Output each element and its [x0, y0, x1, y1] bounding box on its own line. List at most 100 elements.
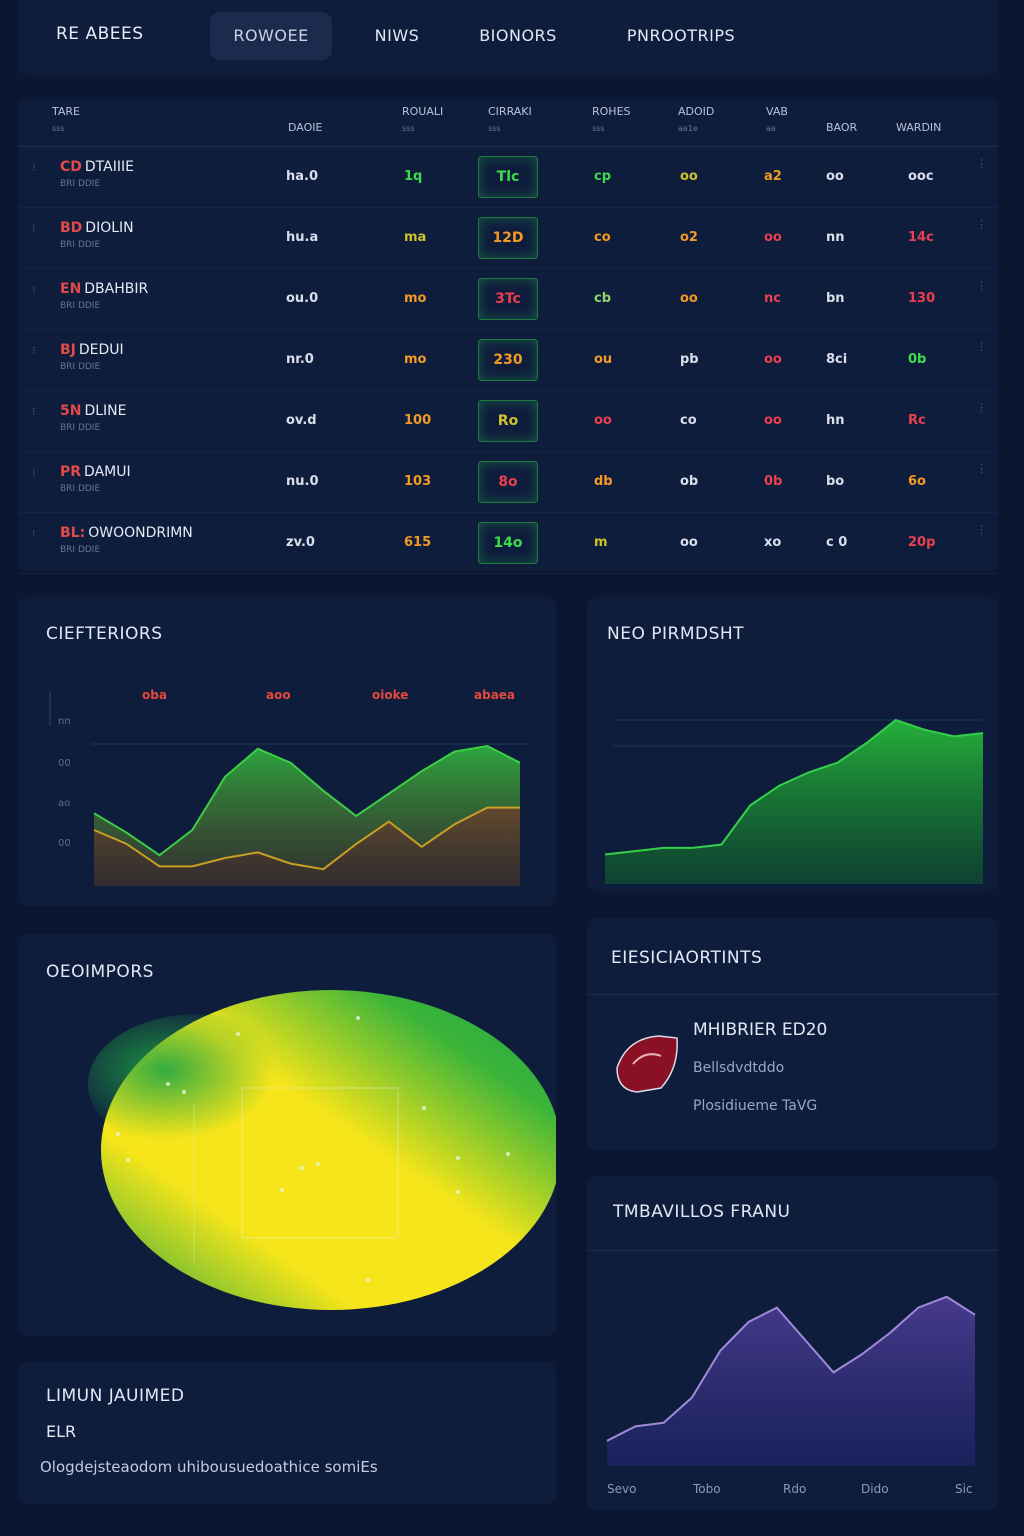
highlight-cell[interactable]: 8o — [478, 461, 538, 503]
cell-c6: nc — [764, 291, 781, 306]
device-detail: Plosidiueme TaVG — [693, 1098, 818, 1114]
news-title[interactable]: LIMUN JAUIMED — [46, 1386, 185, 1406]
cell-c6: oo — [764, 230, 782, 245]
tab-pnrootrips[interactable]: PNROOTRIPS — [626, 26, 736, 45]
cell-c7: bn — [826, 291, 845, 306]
trend-series-area — [607, 1296, 975, 1466]
table-row[interactable]: ⁝ BD DIOLIN BRI DDIE hu.a ma co o2 oo nn 14c 12D ⋮ — [18, 208, 998, 269]
cell-c5: oo — [680, 169, 698, 184]
line-chart[interactable] — [18, 596, 556, 906]
rank-marker: ⁝ — [32, 527, 36, 540]
cell-c4: ou — [594, 352, 613, 367]
highlight-cell[interactable]: Tlc — [478, 156, 538, 198]
cell-c5: pb — [680, 352, 699, 367]
row-menu-icon[interactable]: ⋮ — [976, 157, 987, 170]
highlight-cell[interactable]: Ro — [478, 400, 538, 442]
area-chart[interactable] — [587, 596, 998, 892]
table-row[interactable]: ⁝ EN DBAHBIR BRI DDIE ou.0 mo cb oo nc bn 130 3Tc ⋮ — [18, 269, 998, 330]
tab-bionors[interactable]: BIONORS — [479, 26, 557, 45]
cell-c2: 615 — [404, 535, 432, 550]
cell-c5: ob — [680, 474, 699, 489]
team-name[interactable]: BJ DEDUI BRI DDIE — [60, 342, 124, 372]
table-row[interactable]: ⁝ BL: OWOONDRIMN BRI DDIE zv.0 615 m oo xo c 0 20p… — [18, 513, 998, 574]
cell-c6: oo — [764, 413, 782, 428]
cell-c4: cp — [594, 169, 612, 184]
series-b-area — [94, 807, 520, 886]
tab-niws[interactable]: NIWS — [374, 26, 420, 45]
cell-c1: nu.0 — [286, 474, 319, 489]
col-header[interactable]: DAOIE — [288, 121, 323, 134]
tab-rowoee[interactable]: ROWOEE — [210, 12, 332, 60]
news-panel: LIMUN JAUIMED ELR Ologdejsteaodom uhibou… — [18, 1362, 556, 1504]
trend-area-chart[interactable] — [587, 1176, 998, 1510]
cell-c7: c 0 — [826, 535, 848, 550]
row-menu-icon[interactable]: ⋮ — [976, 401, 987, 414]
cell-c5: co — [680, 413, 697, 428]
series-a-line — [93, 744, 521, 857]
cell-c8: 20p — [908, 535, 936, 550]
cell-c5: o2 — [680, 230, 698, 245]
cell-c2: 103 — [404, 474, 432, 489]
cell-c2: ma — [404, 230, 427, 245]
comparison-chart-panel: CIEFTERIORS oba aoo oioke abaea nn 00 ao… — [18, 596, 556, 906]
team-name[interactable]: EN DBAHBIR BRI DDIE — [60, 281, 149, 311]
panel-title: CIEFTERIORS — [46, 624, 163, 644]
heat-points — [116, 1016, 510, 1282]
highlight-cell[interactable]: 12D — [478, 217, 538, 259]
cell-c4: cb — [594, 291, 612, 306]
col-header[interactable]: ADOID aa1e — [678, 105, 715, 133]
team-name[interactable]: BD DIOLIN BRI DDIE — [60, 220, 134, 250]
device-name: MHIBRIER ED20 — [693, 1020, 828, 1040]
y-tick: nn — [58, 716, 71, 727]
row-menu-icon[interactable]: ⋮ — [976, 218, 987, 231]
highlight-cell[interactable]: 3Tc — [478, 278, 538, 320]
y-tick: 00 — [58, 758, 71, 769]
highlight-cell[interactable]: 230 — [478, 339, 538, 381]
cell-c4: m — [594, 535, 608, 550]
cell-c1: ov.d — [286, 413, 317, 428]
col-header[interactable]: WARDIN — [896, 121, 942, 134]
col-header[interactable]: CIRRAKI sss — [488, 105, 532, 133]
row-menu-icon[interactable]: ⋮ — [976, 340, 987, 353]
table-row[interactable]: ⁝ CD DTAIIIE BRI DDIE ha.0 1q cp oo a2 oo ooc Tlc ⋮ — [18, 147, 998, 208]
cell-c7: bo — [826, 474, 845, 489]
chart-label: oba — [142, 688, 167, 702]
cell-c6: 0b — [764, 474, 783, 489]
col-header[interactable]: VAB aa — [766, 105, 788, 133]
cell-c8: 0b — [908, 352, 927, 367]
team-name[interactable]: 5N DLINE BRI DDIE — [60, 403, 127, 433]
col-header[interactable]: TARE sss — [52, 105, 80, 133]
cell-c8: ooc — [908, 169, 934, 184]
col-header[interactable]: BAOR — [826, 121, 858, 134]
table-row[interactable]: ⁝ PR DAMUI BRI DDIE nu.0 103 db ob 0b bo 6o 8o ⋮ — [18, 452, 998, 513]
cell-c4: co — [594, 230, 611, 245]
highlight-cell[interactable]: 14o — [478, 522, 538, 564]
rank-marker: ⁝ — [32, 161, 36, 174]
cell-c4: db — [594, 474, 613, 489]
x-tick: Tobo — [693, 1482, 721, 1496]
team-name[interactable]: BL: OWOONDRIMN BRI DDIE — [60, 525, 193, 555]
cell-c1: zv.0 — [286, 535, 315, 550]
team-name[interactable]: CD DTAIIIE BRI DDIE — [60, 159, 134, 189]
rank-marker: ⁝ — [32, 466, 36, 479]
table-row[interactable]: ⁝ BJ DEDUI BRI DDIE nr.0 mo ou pb oo 8ci 0b 230 ⋮ — [18, 330, 998, 391]
cell-c7: hn — [826, 413, 845, 428]
divider — [587, 994, 998, 995]
trend-series-line — [606, 1295, 976, 1442]
pitch-heatmap[interactable] — [18, 934, 556, 1336]
chart-label: aoo — [266, 688, 291, 702]
row-menu-icon[interactable]: ⋮ — [976, 279, 987, 292]
heat-surface-overlay — [88, 1014, 308, 1154]
table-row[interactable]: ⁝ 5N DLINE BRI DDIE ov.d 100 oo co oo hn Rc Ro ⋮ — [18, 391, 998, 452]
team-name[interactable]: PR DAMUI BRI DDIE — [60, 464, 131, 494]
col-header[interactable]: ROHES sss — [592, 105, 631, 133]
penalty-box — [241, 1087, 399, 1239]
x-tick: Sevo — [607, 1482, 637, 1496]
performance-chart-panel: NEO PIRMDSHT — [587, 596, 998, 892]
row-menu-icon[interactable]: ⋮ — [976, 523, 987, 536]
col-header[interactable]: ROUALI sss — [402, 105, 444, 133]
cell-c6: oo — [764, 352, 782, 367]
trend-panel: TMBAVILLOS FRANU Sevo Tobo Rdo Dido Sic — [587, 1176, 998, 1510]
heatmap-panel: OEOIMPORS — [18, 934, 556, 1336]
row-menu-icon[interactable]: ⋮ — [976, 462, 987, 475]
